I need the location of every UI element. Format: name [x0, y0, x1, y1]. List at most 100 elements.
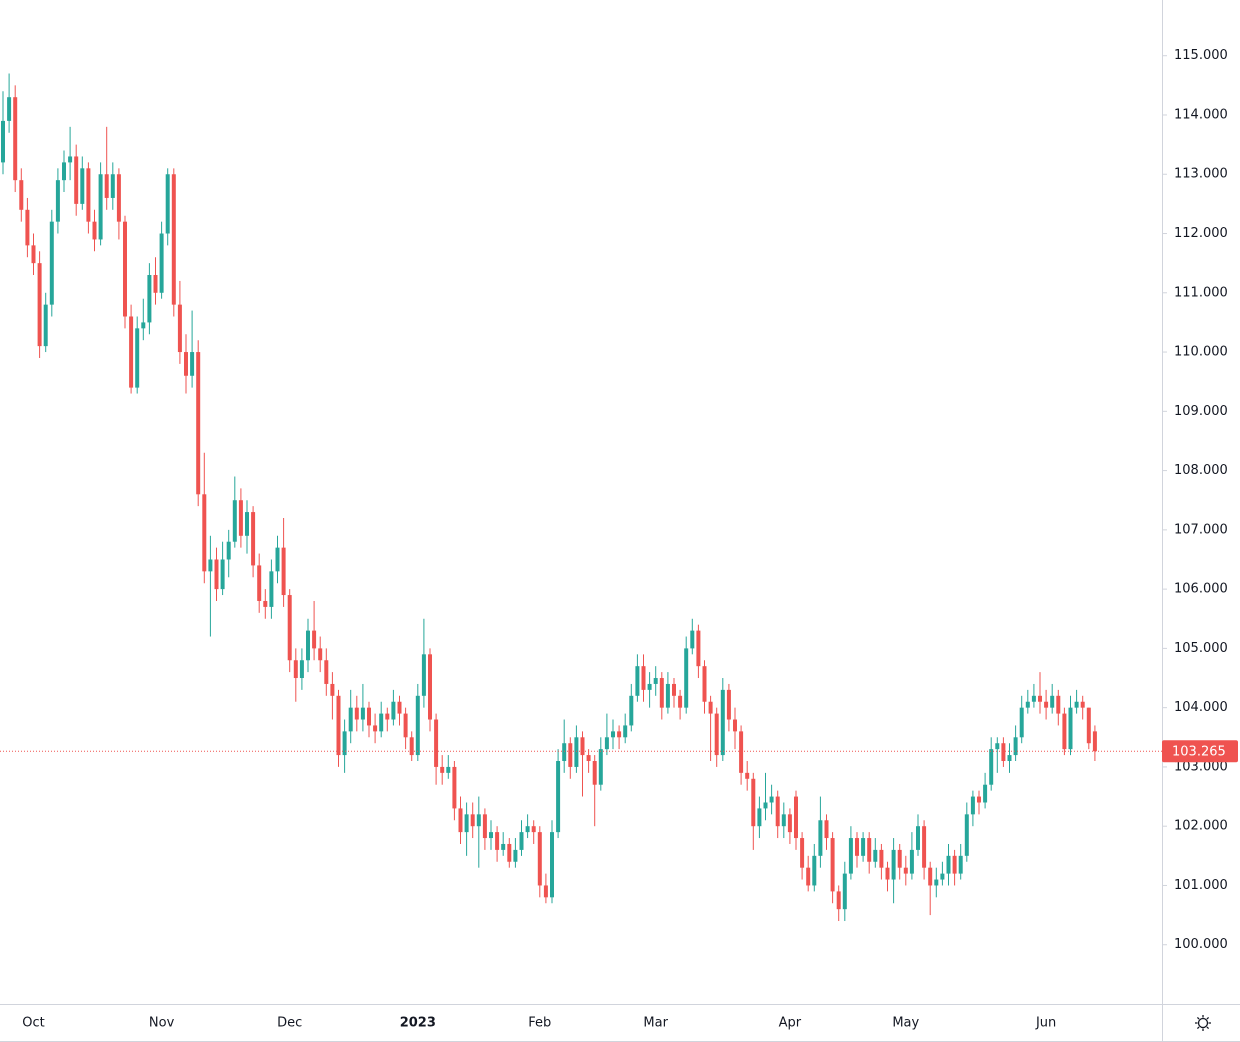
candle-body — [507, 843, 512, 862]
candle-body — [696, 630, 701, 667]
candle-body — [989, 749, 994, 785]
candle-body — [848, 838, 853, 874]
candle-body — [586, 755, 591, 762]
candle-body — [1050, 695, 1055, 708]
candle-body — [531, 826, 536, 833]
candle-body — [946, 855, 951, 874]
candle-body — [55, 180, 60, 222]
candle-body — [800, 838, 805, 868]
candle-body — [287, 595, 292, 661]
x-tick-label: 2023 — [400, 1016, 436, 1031]
candle-body — [330, 683, 335, 696]
y-tick-label: 105.000 — [1174, 641, 1228, 656]
candle-body — [598, 749, 603, 785]
candle-body — [269, 571, 274, 607]
y-tick-label: 108.000 — [1174, 463, 1228, 478]
candle-body — [373, 725, 378, 732]
candle-body — [354, 707, 359, 720]
candle-body — [43, 304, 48, 347]
candle-body — [171, 174, 176, 305]
x-tick-label: Nov — [149, 1016, 175, 1031]
candle-body — [647, 683, 652, 690]
candle-body — [708, 701, 713, 714]
candle-body — [757, 808, 762, 827]
candle-body — [641, 666, 646, 690]
candle-body — [403, 713, 408, 738]
candle-body — [226, 541, 231, 560]
candle-body — [867, 838, 872, 862]
candle-body — [1038, 695, 1042, 702]
candle-body — [806, 867, 811, 886]
y-tick-label: 101.000 — [1174, 878, 1228, 893]
candle-body — [714, 713, 719, 756]
candle-body — [909, 849, 914, 874]
candle-body — [312, 630, 317, 649]
candle-body — [324, 660, 329, 684]
candle-body — [214, 559, 219, 590]
candle-body — [281, 547, 286, 596]
candle-body — [794, 796, 798, 839]
candle-body — [1092, 731, 1097, 752]
candle-body — [513, 849, 518, 862]
candle-body — [592, 761, 597, 785]
candle-body — [1080, 701, 1085, 708]
candle-body — [98, 174, 103, 240]
candle-body — [299, 660, 304, 679]
candle-body — [1019, 707, 1024, 738]
candle-body — [202, 494, 207, 572]
candle-body — [830, 838, 835, 892]
candle-body — [611, 731, 615, 738]
candle-body — [68, 156, 73, 163]
candle-body — [348, 707, 353, 732]
candle-body — [147, 275, 152, 323]
candle-body — [482, 814, 487, 839]
candle-body — [672, 683, 676, 696]
y-tick-label: 115.000 — [1174, 48, 1228, 63]
candle-body — [116, 174, 121, 222]
y-tick-label: 107.000 — [1174, 522, 1228, 537]
candle-body — [995, 743, 1000, 750]
y-tick-label: 104.000 — [1174, 700, 1228, 715]
candle-body — [251, 512, 256, 566]
candle-body — [739, 731, 744, 773]
candle-body — [104, 174, 109, 198]
candle-body — [873, 849, 878, 862]
candle-body — [964, 814, 969, 856]
candle-body — [19, 180, 24, 210]
candle-body — [110, 174, 115, 198]
candle-body — [519, 832, 524, 850]
candle-body — [196, 352, 201, 495]
candle-body — [928, 867, 933, 886]
y-tick-label: 114.000 — [1174, 107, 1228, 122]
candle-body — [763, 802, 768, 809]
candle-body — [489, 832, 493, 839]
candle-body — [458, 808, 463, 833]
settings-icon[interactable] — [1195, 1015, 1211, 1031]
candle-body — [421, 654, 426, 696]
candle-body — [501, 843, 506, 850]
candle-body — [940, 873, 945, 880]
candle-body — [891, 849, 896, 880]
candle-body — [464, 814, 469, 833]
candle-body — [659, 678, 664, 708]
candle-body — [470, 814, 475, 827]
candle-body — [190, 352, 195, 376]
candle-body — [74, 156, 79, 204]
candle-body — [62, 162, 66, 181]
candle-body — [13, 97, 18, 181]
candle-body — [861, 838, 866, 856]
candle-body — [604, 737, 609, 750]
candle-body — [1044, 701, 1049, 708]
candle-body — [1086, 707, 1091, 744]
candle-body — [476, 814, 481, 827]
candle-body — [391, 701, 396, 720]
candle-body — [977, 796, 981, 803]
candle-body — [1074, 701, 1079, 708]
candle-body — [1056, 695, 1061, 714]
candle-body — [318, 648, 323, 661]
x-tick-label: Oct — [22, 1016, 44, 1031]
candle-body — [726, 689, 731, 720]
candle-body — [903, 867, 908, 874]
